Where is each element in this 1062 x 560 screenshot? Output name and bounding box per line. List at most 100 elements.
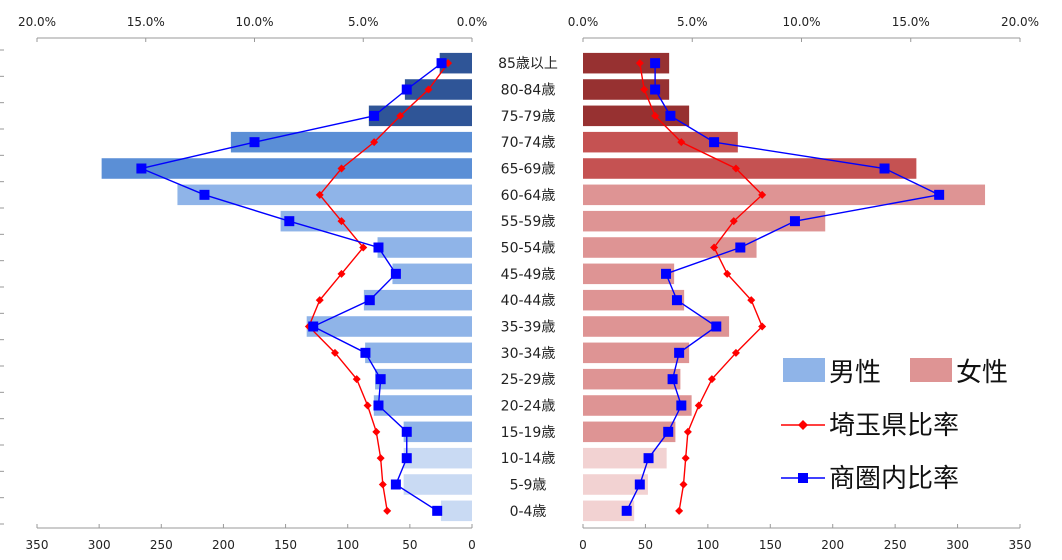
trade-female-point xyxy=(735,242,746,253)
male-bar xyxy=(363,289,472,311)
left-count-tick-label: 200 xyxy=(212,538,235,552)
right-pct-tick-label: 5.0% xyxy=(677,15,708,29)
saitama-female-point xyxy=(679,480,688,489)
left-count-tick-label: 350 xyxy=(26,538,49,552)
female-bar xyxy=(583,421,676,443)
saitama-female-point xyxy=(707,375,716,384)
left-count-tick-label: 300 xyxy=(88,538,111,552)
age-category-label: 50-54歳 xyxy=(501,241,556,257)
male-bar xyxy=(373,395,472,416)
saitama-female-point xyxy=(683,427,692,436)
male-bar xyxy=(230,131,472,153)
saitama-female-point xyxy=(723,269,732,278)
male-bar xyxy=(404,79,472,100)
trade-male-point xyxy=(401,453,412,464)
right-count-tick-label: 50 xyxy=(638,538,653,552)
female-bar xyxy=(583,395,692,416)
trade-female-point xyxy=(643,453,654,464)
legend-female-label: 女性 xyxy=(956,358,1008,388)
saitama-male-point xyxy=(396,111,405,120)
male-bar xyxy=(280,210,472,232)
right-count-tick-label: 250 xyxy=(884,538,907,552)
trade-male-point xyxy=(401,84,412,95)
saitama-male-point xyxy=(363,401,372,410)
female-bar xyxy=(583,131,738,153)
trade-female-point xyxy=(667,374,678,385)
trade-male-point xyxy=(199,189,210,200)
female-bar xyxy=(583,474,648,495)
saitama-female-point xyxy=(758,322,767,331)
trade-male-point xyxy=(360,347,371,358)
age-category-label: 25-29歳 xyxy=(501,372,556,388)
saitama-male-point xyxy=(383,506,392,515)
saitama-female-point xyxy=(694,401,703,410)
left-pct-tick-label: 5.0% xyxy=(348,15,379,29)
right-pct-tick-label: 10.0% xyxy=(782,15,820,29)
legend-trade-marker xyxy=(798,473,808,483)
age-category-label: 0-4歳 xyxy=(510,504,547,520)
saitama-male-point xyxy=(337,269,346,278)
left-pct-tick-label: 20.0% xyxy=(18,15,56,29)
saitama-female-point xyxy=(681,454,690,463)
trade-male-point xyxy=(436,58,447,69)
male-bar xyxy=(403,474,472,495)
trade-female-point xyxy=(934,189,945,200)
right-count-tick-label: 300 xyxy=(946,538,969,552)
female-bar xyxy=(583,368,681,390)
saitama-male-point xyxy=(337,164,346,173)
trade-female-point xyxy=(665,110,676,121)
male-bar xyxy=(306,316,472,337)
saitama-male-point xyxy=(337,217,346,226)
legend-trade-label: 商圏内比率 xyxy=(829,464,959,494)
saitama-female-point xyxy=(651,111,660,120)
male-bar xyxy=(392,263,472,285)
age-category-label: 5-9歳 xyxy=(510,478,547,494)
male-bar xyxy=(101,158,472,179)
age-category-label: 15-19歳 xyxy=(501,425,556,441)
saitama-male-point xyxy=(424,85,433,94)
trade-female-point xyxy=(621,505,632,516)
age-category-label: 75-79歳 xyxy=(501,109,556,125)
saitama-female-point xyxy=(747,296,756,305)
right-pct-tick-label: 20.0% xyxy=(1001,15,1039,29)
age-category-label: 10-14歳 xyxy=(501,451,556,467)
saitama-male-point xyxy=(372,427,381,436)
trade-male-point xyxy=(390,268,401,279)
female-bar xyxy=(583,342,690,364)
left-count-tick-label: 50 xyxy=(402,538,417,552)
right-count-tick-label: 150 xyxy=(759,538,782,552)
trade-male-point xyxy=(401,426,412,437)
right-count-tick-label: 0 xyxy=(579,538,587,552)
legend-female-swatch xyxy=(910,358,952,382)
male-bar xyxy=(365,342,472,364)
right-pct-tick-label: 0.0% xyxy=(568,15,599,29)
legend-male-label: 男性 xyxy=(829,358,881,388)
saitama-male-point xyxy=(378,480,387,489)
saitama-male-point xyxy=(330,348,339,357)
trade-male-line xyxy=(139,62,442,512)
saitama-female-line xyxy=(639,63,764,511)
age-category-label: 40-44歳 xyxy=(501,293,556,309)
right-pct-tick-label: 15.0% xyxy=(892,15,930,29)
saitama-male-point xyxy=(315,190,324,199)
trade-male-point xyxy=(432,505,443,516)
left-count-tick-label: 0 xyxy=(468,538,476,552)
trade-male-point xyxy=(308,321,319,332)
age-category-label: 30-34歳 xyxy=(501,346,556,362)
trade-female-point xyxy=(634,479,645,490)
age-category-label: 60-64歳 xyxy=(501,188,556,204)
trade-female-point xyxy=(674,347,685,358)
female-bar xyxy=(583,289,685,311)
trade-female-point xyxy=(711,321,722,332)
legend-saitama-marker xyxy=(798,420,808,430)
male-bar xyxy=(375,368,472,390)
female-bar xyxy=(583,210,826,232)
saitama-male-point xyxy=(376,454,385,463)
legend-saitama-label: 埼玉県比率 xyxy=(829,411,959,441)
saitama-female-point xyxy=(710,243,719,252)
trade-female-point xyxy=(879,163,890,174)
trade-female-point xyxy=(676,400,687,411)
female-bar xyxy=(583,263,675,285)
age-category-label: 45-49歳 xyxy=(501,267,556,283)
